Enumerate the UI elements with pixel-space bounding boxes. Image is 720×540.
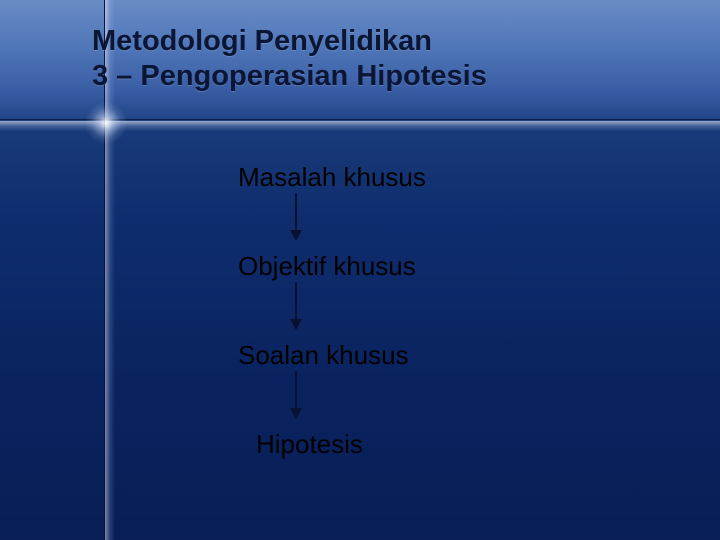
step-label: Hipotesis (256, 429, 363, 460)
flow-step: Masalah khusus (238, 162, 426, 251)
flow-step: Hipotesis (238, 429, 426, 460)
step-label: Masalah khusus (238, 162, 426, 193)
arrow-down-icon (290, 282, 302, 340)
flow-steps: Masalah khusus Objektif khusus Soalan kh… (238, 162, 426, 460)
flow-step: Soalan khusus (238, 340, 426, 429)
flow-step: Objektif khusus (238, 251, 426, 340)
arrow-down-icon (290, 371, 302, 429)
slide: Metodologi Penyelidikan 3 – Pengoperasia… (0, 0, 720, 540)
step-label: Objektif khusus (238, 251, 416, 282)
title-line-2: 3 – Pengoperasian Hipotesis (92, 60, 487, 92)
arrow-down-icon (290, 193, 302, 251)
step-label: Soalan khusus (238, 340, 409, 371)
title-line-1: Metodologi Penyelidikan (92, 25, 432, 57)
slide-title: Metodologi Penyelidikan 3 – Pengoperasia… (92, 24, 487, 94)
